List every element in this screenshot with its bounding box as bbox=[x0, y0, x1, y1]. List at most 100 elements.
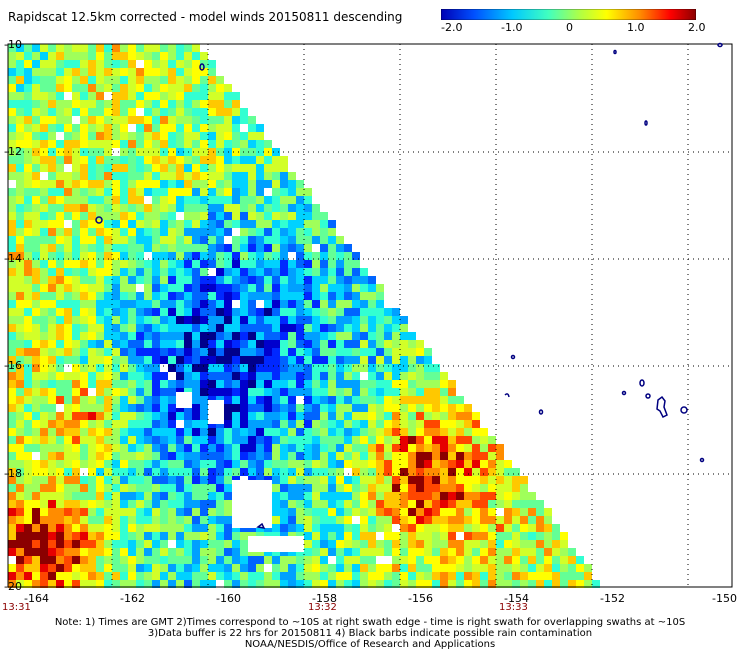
wind-cell bbox=[88, 92, 96, 100]
wind-cell bbox=[144, 508, 152, 516]
wind-cell bbox=[8, 212, 16, 220]
wind-cell bbox=[376, 428, 384, 436]
wind-cell bbox=[8, 524, 16, 532]
wind-cell bbox=[96, 452, 104, 460]
wind-cell bbox=[24, 444, 32, 452]
wind-cell bbox=[368, 308, 376, 316]
wind-cell bbox=[112, 524, 120, 532]
wind-cell bbox=[520, 540, 528, 548]
wind-cell bbox=[280, 492, 288, 500]
wind-cell bbox=[272, 324, 280, 332]
wind-cell bbox=[24, 316, 32, 324]
wind-cell bbox=[448, 436, 456, 444]
wind-cell bbox=[160, 556, 168, 564]
wind-cell bbox=[168, 212, 176, 220]
wind-cell bbox=[80, 508, 88, 516]
wind-cell bbox=[432, 468, 440, 476]
wind-cell bbox=[128, 68, 136, 76]
wind-cell bbox=[176, 532, 184, 540]
wind-cell bbox=[216, 460, 224, 468]
wind-cell bbox=[376, 460, 384, 468]
wind-cell bbox=[456, 444, 464, 452]
wind-cell bbox=[256, 220, 264, 228]
wind-cell bbox=[256, 132, 264, 140]
wind-cell bbox=[32, 540, 40, 548]
wind-cell bbox=[216, 428, 224, 436]
wind-cell bbox=[376, 292, 384, 300]
wind-cell bbox=[272, 148, 280, 156]
wind-cell bbox=[376, 572, 384, 580]
wind-cell bbox=[128, 580, 136, 588]
wind-cell bbox=[72, 556, 80, 564]
time-label: 13:32 bbox=[308, 602, 337, 613]
wind-cell bbox=[112, 500, 120, 508]
wind-cell bbox=[512, 572, 520, 580]
wind-cell bbox=[312, 428, 320, 436]
wind-cell bbox=[56, 196, 64, 204]
wind-cell bbox=[168, 556, 176, 564]
wind-cell bbox=[232, 108, 240, 116]
wind-cell bbox=[352, 564, 360, 572]
wind-cell bbox=[320, 228, 328, 236]
wind-cell bbox=[248, 204, 256, 212]
wind-cell bbox=[128, 188, 136, 196]
wind-cell bbox=[192, 300, 200, 308]
wind-cell bbox=[216, 556, 224, 564]
wind-cell bbox=[240, 164, 248, 172]
wind-cell bbox=[168, 164, 176, 172]
wind-cell bbox=[72, 420, 80, 428]
wind-cell bbox=[312, 220, 320, 228]
wind-cell bbox=[120, 452, 128, 460]
wind-cell bbox=[16, 276, 24, 284]
wind-cell bbox=[72, 52, 80, 60]
wind-cell bbox=[80, 332, 88, 340]
wind-cell bbox=[448, 516, 456, 524]
wind-cell bbox=[168, 84, 176, 92]
wind-cell bbox=[352, 476, 360, 484]
wind-cell bbox=[280, 252, 288, 260]
wind-cell bbox=[32, 148, 40, 156]
wind-cell bbox=[80, 124, 88, 132]
wind-cell bbox=[24, 484, 32, 492]
wind-cell bbox=[248, 188, 256, 196]
wind-cell bbox=[200, 332, 208, 340]
wind-cell bbox=[144, 356, 152, 364]
wind-cell bbox=[200, 540, 208, 548]
wind-cell bbox=[168, 444, 176, 452]
wind-cell bbox=[432, 484, 440, 492]
wind-cell bbox=[32, 236, 40, 244]
wind-cell bbox=[472, 492, 480, 500]
wind-cell bbox=[48, 452, 56, 460]
wind-cell bbox=[56, 412, 64, 420]
wind-cell bbox=[272, 204, 280, 212]
wind-cell bbox=[232, 292, 240, 300]
wind-cell bbox=[184, 204, 192, 212]
wind-cell bbox=[296, 444, 304, 452]
wind-cell bbox=[64, 564, 72, 572]
wind-cell bbox=[408, 508, 416, 516]
wind-cell bbox=[128, 196, 136, 204]
wind-cell bbox=[80, 316, 88, 324]
wind-cell bbox=[72, 316, 80, 324]
wind-cell bbox=[200, 524, 208, 532]
wind-cell bbox=[24, 380, 32, 388]
wind-cell bbox=[280, 556, 288, 564]
wind-cell bbox=[16, 372, 24, 380]
wind-cell bbox=[64, 580, 72, 588]
wind-cell bbox=[136, 84, 144, 92]
wind-cell bbox=[72, 108, 80, 116]
wind-cell bbox=[88, 556, 96, 564]
wind-cell bbox=[96, 132, 104, 140]
wind-cell bbox=[288, 476, 296, 484]
wind-cell bbox=[272, 308, 280, 316]
wind-cell bbox=[368, 492, 376, 500]
wind-cell bbox=[200, 404, 208, 412]
wind-cell bbox=[120, 524, 128, 532]
wind-cell bbox=[416, 580, 424, 588]
wind-cell bbox=[56, 236, 64, 244]
wind-cell bbox=[488, 508, 496, 516]
wind-cell bbox=[64, 572, 72, 580]
wind-cell bbox=[32, 188, 40, 196]
wind-cell bbox=[112, 228, 120, 236]
wind-cell bbox=[464, 460, 472, 468]
